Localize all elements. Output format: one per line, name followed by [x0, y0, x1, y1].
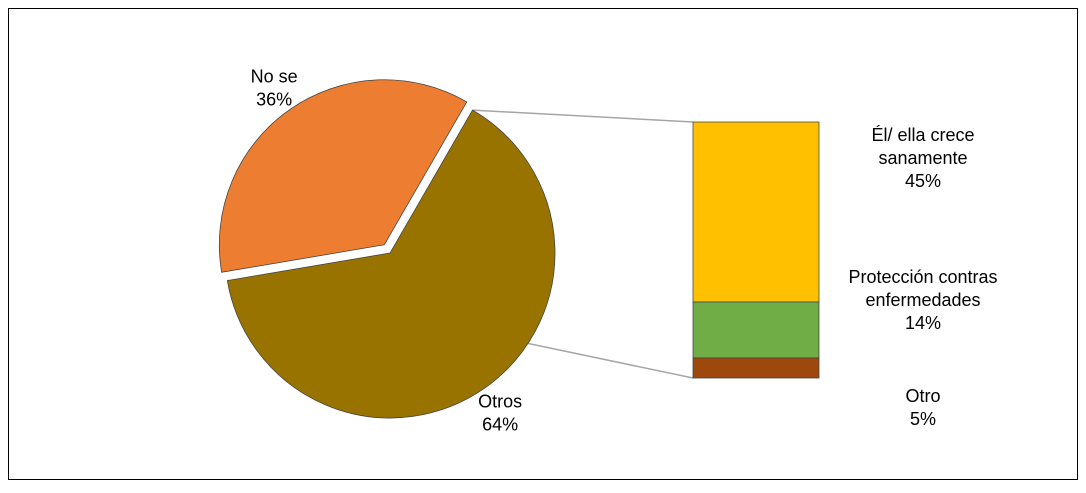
bar-value-otro: 5%	[910, 409, 936, 429]
bar-label-proteccion-contras-enfermedades-1: enfermedades	[865, 290, 980, 310]
slice-value-otros: 64%	[482, 414, 518, 434]
bar-label-proteccion-contras-enfermedades-0: Protección contras	[848, 267, 997, 287]
bar-value-proteccion-contras-enfermedades: 14%	[905, 313, 941, 333]
bar-label-el-ella-crece-sanamente-0: Él/ ella crece	[871, 125, 974, 145]
bar-segment-el-ella-crece-sanamente	[692, 121, 820, 303]
pie-slice-no-se	[218, 79, 468, 273]
slice-value-no-se: 36%	[256, 89, 292, 109]
data-labels: Otros 64% No se 36% Él/ ella crece sanamente 4…	[251, 66, 998, 434]
slice-label-otros: Otros	[478, 391, 522, 411]
pie-group	[218, 79, 556, 419]
bar-segment-otro	[692, 357, 820, 379]
connector-top	[472, 109, 694, 123]
breakdown-bar	[692, 121, 820, 379]
bar-label-otro-0: Otro	[905, 386, 940, 406]
bar-value-el-ella-crece-sanamente: 45%	[905, 171, 941, 191]
slice-label-no-se: No se	[251, 66, 298, 86]
bar-label-el-ella-crece-sanamente-1: sanamente	[878, 148, 967, 168]
pie-slice-otros	[226, 109, 556, 419]
bar-segment-proteccion-contras-enfermedades	[692, 301, 820, 359]
